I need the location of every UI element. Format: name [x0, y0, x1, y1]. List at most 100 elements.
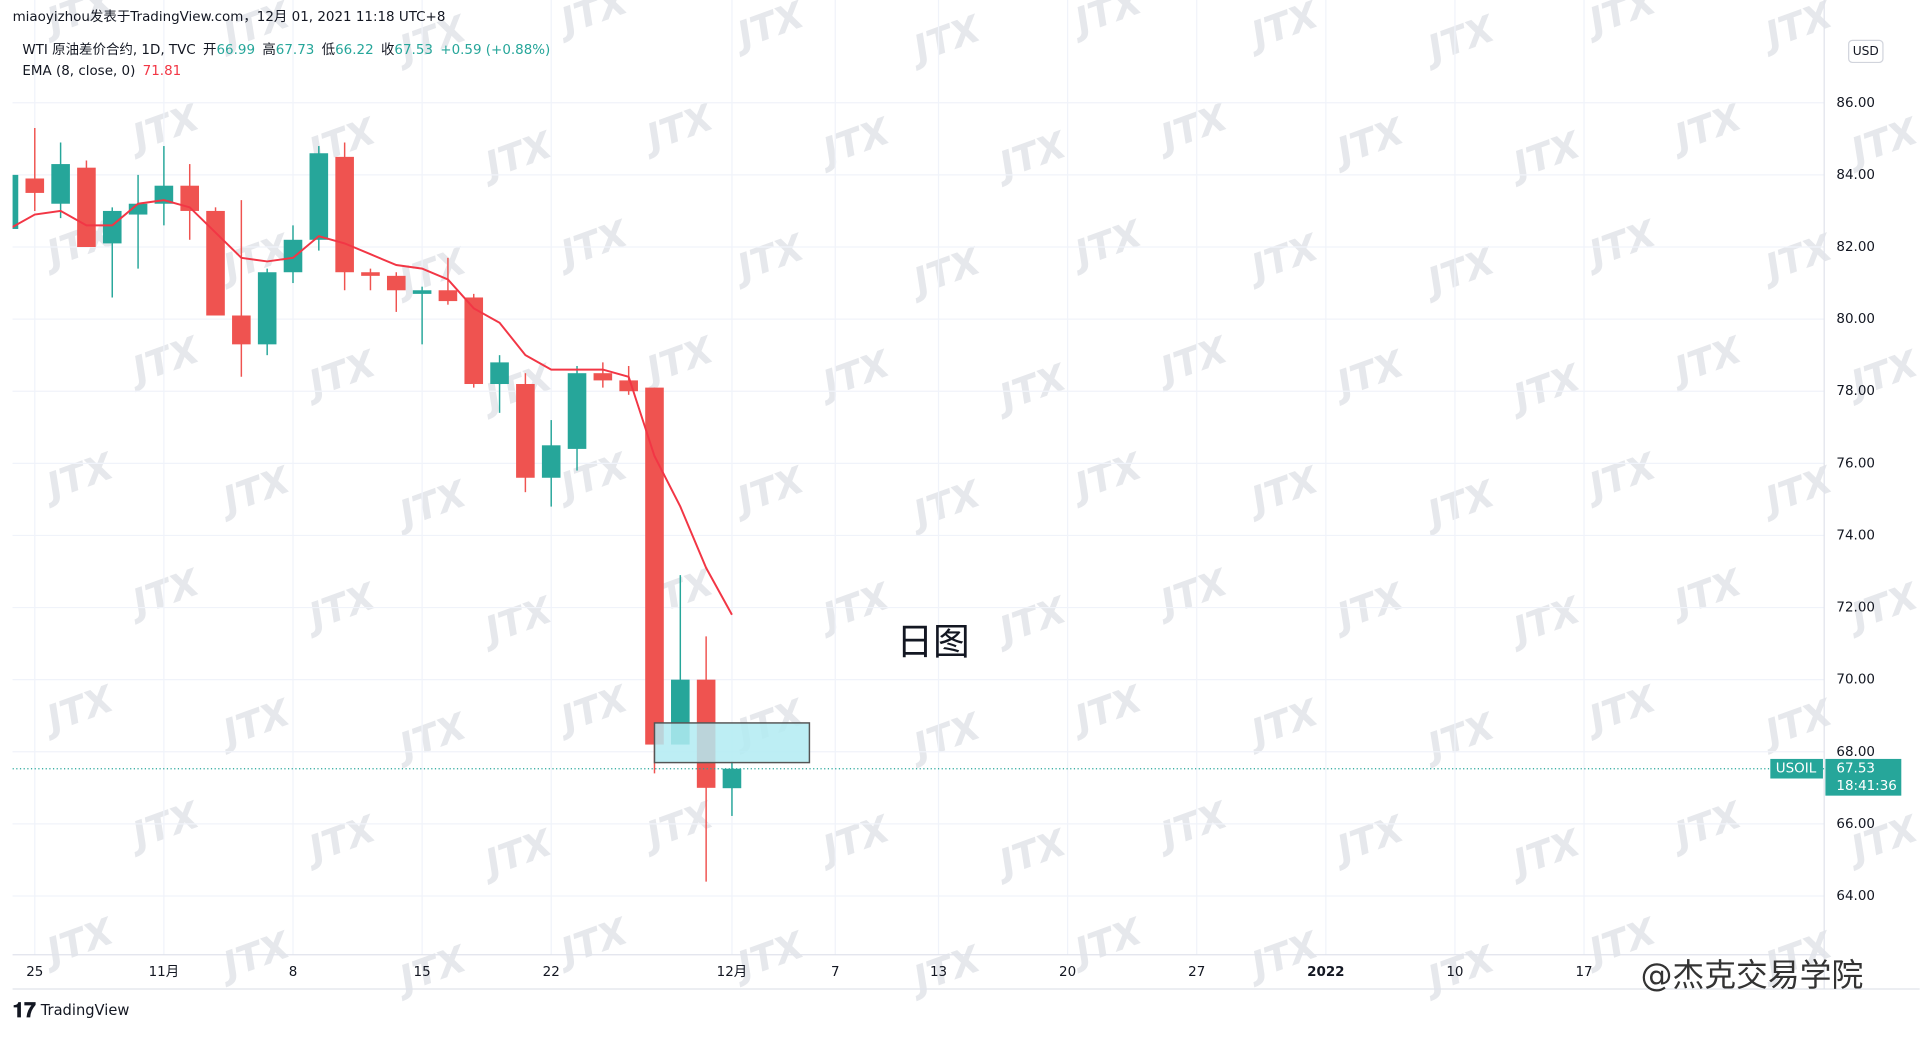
candle-body [335, 156, 354, 273]
y-tick-label: 82.00 [1836, 240, 1875, 255]
candle-body [128, 203, 148, 215]
y-tick-label: 86.00 [1836, 96, 1875, 111]
y-tick-label: 72.00 [1836, 601, 1875, 616]
watermark: JTX [1753, 0, 1839, 59]
watermark: JTX [1063, 211, 1149, 277]
candle-body [25, 178, 45, 193]
y-tick-label: 68.00 [1836, 745, 1875, 760]
watermark: JTX [1501, 123, 1587, 189]
watermark: JTX [1063, 677, 1149, 743]
watermark: JTX [987, 588, 1073, 654]
y-tick-label: 64.00 [1836, 889, 1875, 904]
price-box [1825, 758, 1902, 796]
watermark: JTX [473, 355, 559, 421]
watermark: JTX [1577, 444, 1663, 510]
indicator-value: 71.81 [143, 64, 182, 79]
candle-body [722, 768, 742, 789]
watermark: JTX [1577, 211, 1663, 277]
candle-body [232, 315, 251, 345]
watermark: JTX [1149, 793, 1235, 859]
watermark: JTX [297, 807, 383, 873]
watermark: JTX [1663, 793, 1749, 859]
watermark: JTX [211, 458, 297, 524]
candle-body [12, 174, 19, 229]
watermark: JTX [1753, 690, 1839, 756]
ema-line [12, 199, 733, 616]
watermark: JTX [634, 95, 720, 161]
watermark: JTX [1149, 328, 1235, 394]
watermark: JTX [1325, 342, 1411, 408]
watermark: JTX [1325, 109, 1411, 175]
change: +0.59 (+0.88%) [440, 43, 550, 58]
indicator-name: EMA (8, close, 0) [22, 64, 135, 79]
ohlc-value: 66.22 [335, 43, 374, 58]
watermark: JTX [902, 704, 988, 770]
ohlc-label: 高 [262, 41, 275, 58]
watermark: JTX [1501, 355, 1587, 421]
x-tick-label: 13 [930, 965, 947, 980]
candle-body [102, 210, 122, 244]
watermark: JTX [35, 677, 121, 743]
candle-body [645, 387, 664, 745]
watermark: JTX [725, 0, 811, 59]
watermark: JTX [1416, 472, 1502, 538]
candle-body [619, 380, 638, 392]
watermark: JTX [549, 677, 635, 743]
y-tick-label: 74.00 [1836, 528, 1875, 543]
candle-body [412, 290, 432, 294]
watermark: JTX [987, 123, 1073, 189]
watermark: JTX [1239, 225, 1325, 291]
watermark: JTX [634, 793, 720, 859]
x-tick-label: 10 [1446, 965, 1463, 980]
watermark: JTX [1416, 239, 1502, 305]
x-tick-label: 20 [1059, 965, 1076, 980]
candle-body [283, 239, 303, 273]
watermark: JTX [549, 211, 635, 277]
symbol-box [1770, 758, 1823, 779]
watermark: JTX [1063, 0, 1149, 45]
watermark: JTX [1149, 95, 1235, 161]
watermark: JTX [1577, 0, 1663, 45]
ohlc-label: 开 [203, 43, 216, 58]
x-tick-label: 2022 [1307, 965, 1344, 980]
footer-logo: TradingView [40, 1002, 130, 1019]
candle-body [361, 272, 380, 276]
price-value: 67.53 [1836, 762, 1875, 777]
grid [12, 0, 1825, 955]
x-tick-label: 11月 [149, 965, 180, 980]
watermark: JTX [35, 909, 121, 975]
candle-body [593, 373, 613, 381]
watermark: JTX [549, 0, 635, 45]
watermark: JTX [1577, 677, 1663, 743]
watermark: JTX [1663, 560, 1749, 626]
ohlc-value: 66.99 [216, 43, 255, 58]
legend: WTI 原油差价合约, 1D, TVC 开66.99 高67.73 低66.22 收67… [22, 41, 550, 58]
header: miaoyizhou发表于TradingView.com，12月 01, 202… [13, 9, 446, 25]
watermark: JTX [811, 109, 897, 175]
candle-body [309, 153, 329, 240]
watermark: JTX [1663, 95, 1749, 161]
candle-body [464, 297, 484, 385]
y-tick-label: 84.00 [1836, 168, 1875, 183]
candle-body [567, 373, 587, 449]
watermark: JTX [211, 923, 297, 989]
x-tick-label: 7 [831, 965, 840, 980]
tv-icon: 𝟏𝟕 [13, 998, 37, 1022]
watermark: JTX [1063, 444, 1149, 510]
candle-body [154, 185, 174, 204]
watermark: JTX [987, 355, 1073, 421]
watermark: JTX [549, 909, 635, 975]
watermark: JTX [1501, 588, 1587, 654]
watermark: JTX [902, 239, 988, 305]
currency-box[interactable] [1848, 39, 1884, 64]
y-tick-label: 66.00 [1836, 817, 1875, 832]
x-tick-label: 22 [543, 965, 560, 980]
candle-body [180, 185, 200, 211]
annotation: 日图 [896, 620, 969, 663]
currency[interactable]: USD [1853, 44, 1879, 58]
footer-brand: @杰克交易学院 [1641, 956, 1864, 994]
indicator-legend: EMA (8, close, 0) 71.81 [22, 64, 181, 79]
ohlc-value: 67.73 [276, 43, 315, 58]
